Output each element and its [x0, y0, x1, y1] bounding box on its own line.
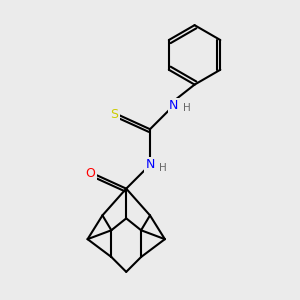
Text: S: S: [110, 108, 118, 121]
Text: N: N: [169, 99, 178, 112]
Text: O: O: [85, 167, 95, 180]
Text: H: H: [159, 163, 167, 173]
Text: N: N: [145, 158, 155, 171]
Text: H: H: [183, 103, 190, 113]
